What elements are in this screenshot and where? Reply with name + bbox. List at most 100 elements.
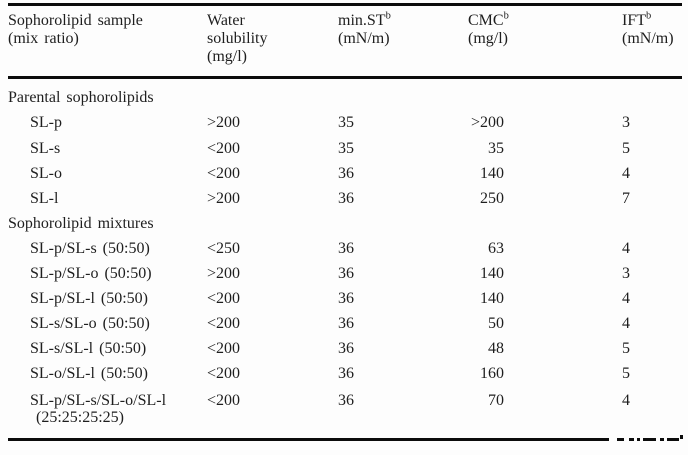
table-row: SL-s/SL-o (50:50) <200 36 50 4	[0, 315, 688, 332]
ift-cell: 5	[622, 340, 630, 357]
table-row: SL-p/SL-o (50:50) >200 36 140 3	[0, 265, 688, 282]
water-solubility-cell: <200	[207, 315, 241, 332]
ift-cell: 3	[622, 265, 630, 282]
min-st-cell: 36	[338, 315, 354, 332]
ift-cell: 3	[622, 114, 630, 131]
sample-cell: SL-p	[30, 114, 62, 131]
bottom-rule-dash	[667, 438, 679, 441]
ift-cell: 5	[622, 140, 630, 157]
section-title: Sophorolipid mixtures	[8, 215, 154, 232]
bottom-rule-dash	[629, 438, 634, 441]
bottom-rule-dash	[637, 438, 640, 441]
header-line: solubility	[207, 30, 268, 47]
header-label: min.ST	[338, 12, 386, 29]
header-line: (mg/l)	[468, 30, 508, 47]
min-st-cell: 35	[338, 114, 354, 131]
water-solubility-cell: <200	[207, 340, 241, 357]
cmc-cell: 70	[488, 392, 504, 409]
bottom-rule-end-tick	[680, 435, 683, 439]
cmc-cell: 160	[480, 365, 504, 382]
column-header-ift: IFTb (mN/m)	[622, 10, 674, 48]
table-row: SL-o/SL-l (50:50) <200 36 160 5	[0, 365, 688, 382]
sample-cell: SL-o	[30, 165, 62, 182]
cmc-cell: 140	[480, 290, 504, 307]
bottom-rule-dash	[643, 438, 656, 441]
min-st-cell: 36	[338, 265, 354, 282]
ift-cell: 4	[622, 165, 630, 182]
cmc-cell: >200	[470, 114, 504, 131]
table-bottom-rule	[8, 438, 609, 441]
sample-cell-ratio-line: (25:25:25:25)	[36, 409, 124, 426]
cmc-cell: 140	[480, 265, 504, 282]
min-st-cell: 36	[338, 165, 354, 182]
column-header-cmc: CMCb (mg/l)	[468, 10, 509, 48]
min-st-cell: 36	[338, 290, 354, 307]
water-solubility-cell: >200	[207, 190, 241, 207]
cmc-cell: 50	[488, 315, 504, 332]
sample-cell: SL-p/SL-s/SL-o/SL-l	[30, 392, 167, 409]
water-solubility-cell: <200	[207, 165, 241, 182]
cmc-cell: 63	[488, 240, 504, 257]
table-row: SL-o <200 36 140 4	[0, 165, 688, 182]
column-header-water-solubility: Water solubility (mg/l)	[207, 12, 267, 66]
min-st-cell: 36	[338, 392, 354, 409]
cmc-cell: 35	[488, 140, 504, 157]
min-st-cell: 35	[338, 140, 354, 157]
column-header-sample: Sophorolipid sample (mix ratio)	[8, 12, 143, 48]
header-line: (mN/m)	[622, 30, 674, 47]
min-st-cell: 36	[338, 365, 354, 382]
water-solubility-cell: <200	[207, 290, 241, 307]
cmc-cell: 140	[480, 165, 504, 182]
header-line: (mg/l)	[207, 48, 247, 65]
footnote-marker-b: b	[385, 10, 391, 22]
header-line: IFTb	[622, 10, 674, 30]
header-line: Water	[207, 12, 245, 29]
table-row: SL-l >200 36 250 7	[0, 190, 688, 207]
table-row: SL-p/SL-s (50:50) <250 36 63 4	[0, 240, 688, 257]
min-st-cell: 36	[338, 340, 354, 357]
table-row: SL-s <200 35 35 5	[0, 140, 688, 157]
sample-cell: SL-s/SL-l (50:50)	[30, 340, 147, 357]
sample-cell: SL-s	[30, 140, 61, 157]
ift-cell: 4	[622, 290, 630, 307]
water-solubility-cell: <200	[207, 140, 241, 157]
section-title: Parental sophorolipids	[8, 89, 154, 106]
footnote-marker-b: b	[503, 10, 509, 22]
sample-cell: SL-o/SL-l (50:50)	[30, 365, 148, 382]
header-line: (mix ratio)	[8, 30, 79, 47]
cmc-cell: 48	[488, 340, 504, 357]
section-header-row: Sophorolipid mixtures	[0, 215, 688, 232]
water-solubility-cell: <200	[207, 365, 241, 382]
ift-cell: 4	[622, 240, 630, 257]
water-solubility-cell: >200	[207, 265, 241, 282]
table-row: SL-p/SL-s/SL-o/SL-l (25:25:25:25) <200 3…	[0, 392, 688, 426]
water-solubility-cell: <200	[207, 392, 241, 409]
sample-cell: SL-p/SL-o (50:50)	[30, 265, 152, 282]
header-line: (mN/m)	[338, 30, 390, 47]
header-label: CMC	[468, 12, 504, 29]
bottom-rule-dash	[617, 438, 624, 441]
header-line: min.STb	[338, 10, 391, 30]
table-top-rule	[8, 3, 682, 6]
sample-cell: SL-p/SL-l (50:50)	[30, 290, 148, 307]
header-label: IFT	[622, 12, 646, 29]
header-line: CMCb	[468, 10, 509, 30]
ift-cell: 4	[622, 392, 630, 409]
ift-cell: 4	[622, 315, 630, 332]
ift-cell: 5	[622, 365, 630, 382]
header-divider-rule	[8, 76, 682, 79]
cmc-cell: 250	[480, 190, 504, 207]
column-header-min-st: min.STb (mN/m)	[338, 10, 391, 48]
table-row: SL-s/SL-l (50:50) <200 36 48 5	[0, 340, 688, 357]
header-line: Sophorolipid sample	[8, 12, 143, 29]
section-header-row: Parental sophorolipids	[0, 89, 688, 106]
table-row: SL-p >200 35 >200 3	[0, 114, 688, 131]
min-st-cell: 36	[338, 240, 354, 257]
table-row: SL-p/SL-l (50:50) <200 36 140 4	[0, 290, 688, 307]
sample-cell: SL-l	[30, 190, 59, 207]
bottom-rule-dash	[660, 438, 664, 441]
sample-cell: SL-p/SL-s (50:50)	[30, 240, 150, 257]
footnote-marker-b: b	[646, 10, 652, 22]
ift-cell: 7	[622, 190, 630, 207]
